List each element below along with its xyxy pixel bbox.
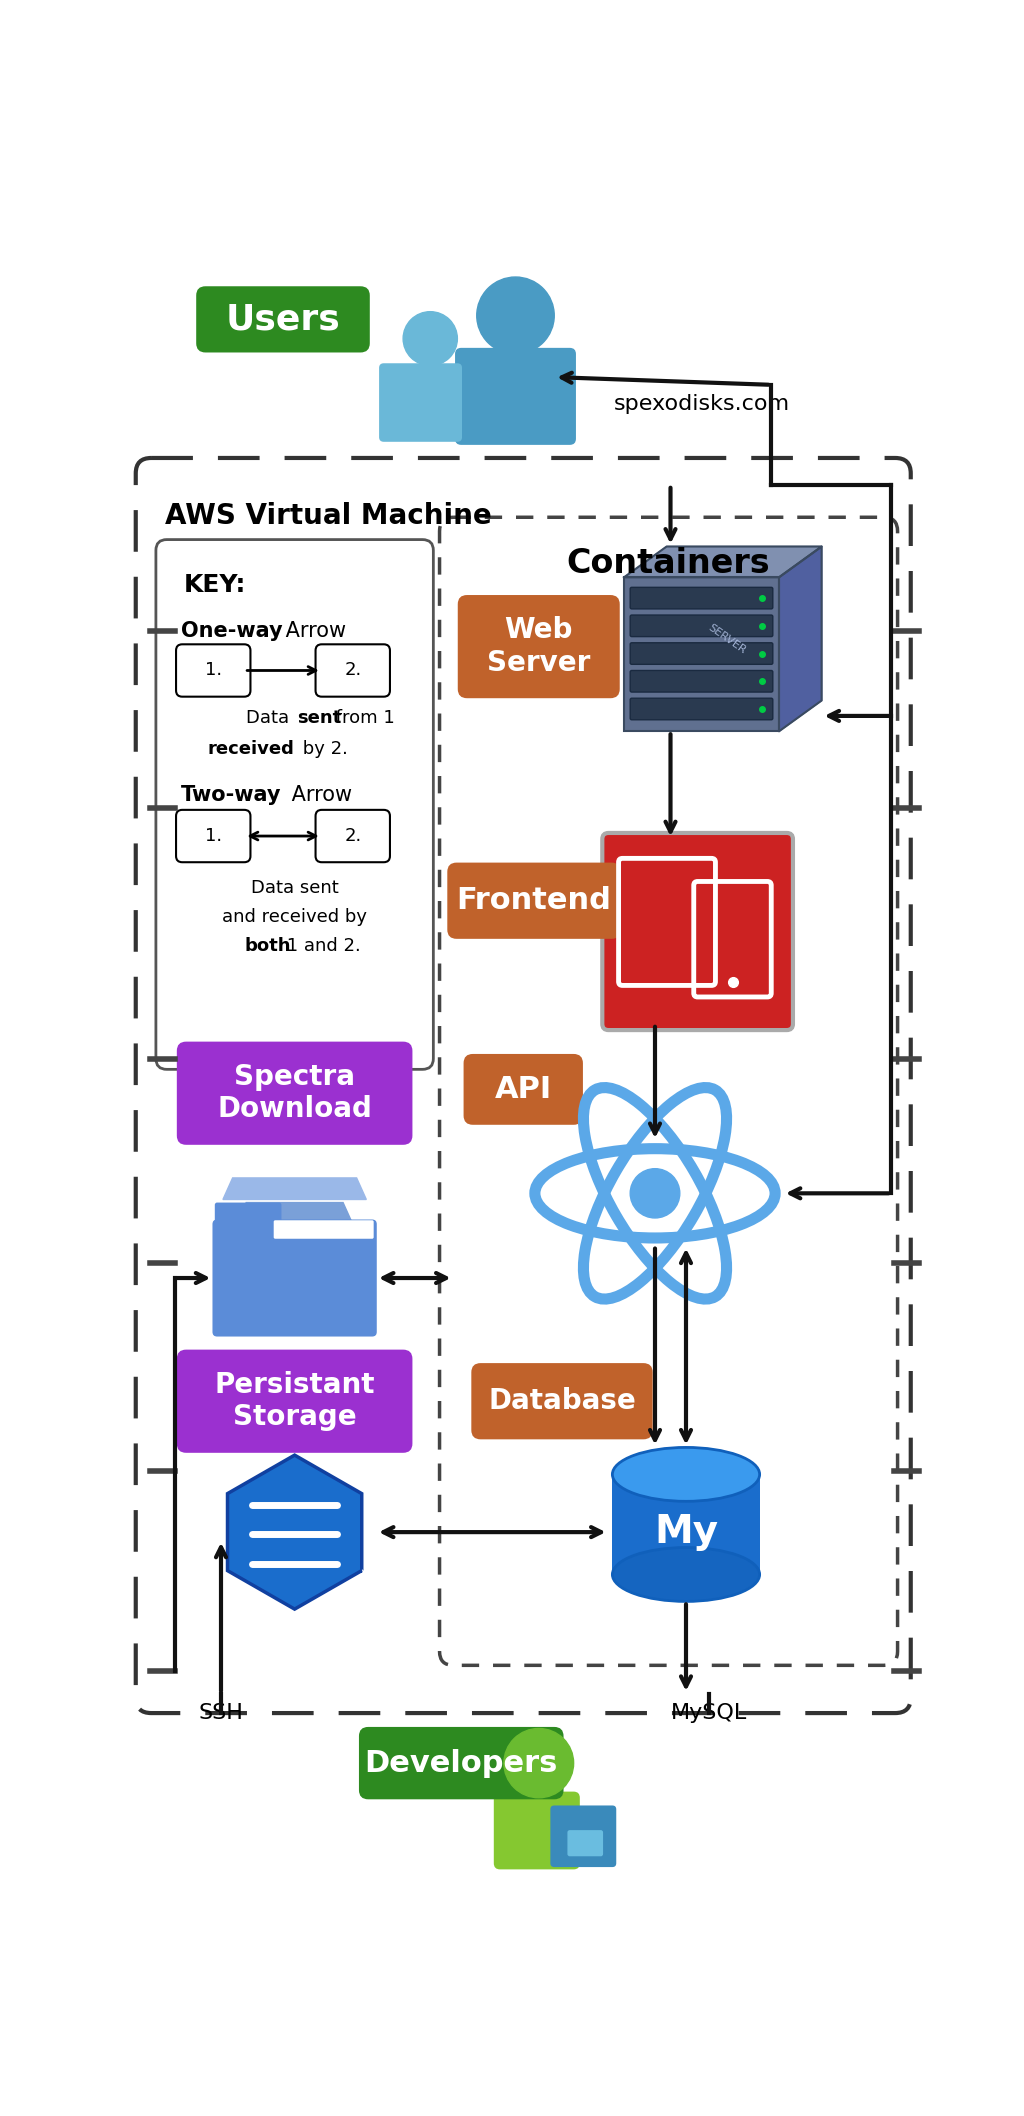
- Circle shape: [630, 1168, 680, 1219]
- Text: AWS Virtual Machine: AWS Virtual Machine: [165, 501, 492, 529]
- Text: 1.: 1.: [205, 827, 222, 844]
- FancyBboxPatch shape: [379, 364, 462, 442]
- FancyBboxPatch shape: [177, 1350, 413, 1454]
- FancyBboxPatch shape: [550, 1805, 616, 1866]
- Ellipse shape: [612, 1447, 760, 1502]
- Polygon shape: [237, 1202, 352, 1225]
- FancyBboxPatch shape: [197, 286, 370, 353]
- Ellipse shape: [612, 1547, 760, 1602]
- Text: Containers: Containers: [566, 546, 770, 580]
- FancyBboxPatch shape: [315, 643, 390, 696]
- Polygon shape: [223, 1179, 367, 1200]
- Text: Data sent: Data sent: [251, 878, 339, 897]
- Text: Two-way: Two-way: [180, 785, 282, 806]
- FancyBboxPatch shape: [567, 1830, 603, 1856]
- FancyBboxPatch shape: [359, 1727, 563, 1799]
- Bar: [612, 1475, 760, 1574]
- Text: Spectra
Download: Spectra Download: [217, 1062, 372, 1124]
- Circle shape: [477, 277, 554, 353]
- FancyBboxPatch shape: [471, 1363, 652, 1439]
- Text: both: both: [245, 937, 291, 954]
- FancyBboxPatch shape: [156, 540, 433, 1069]
- Text: Arrow: Arrow: [280, 622, 346, 641]
- Text: Developers: Developers: [365, 1748, 558, 1777]
- FancyBboxPatch shape: [630, 616, 773, 637]
- Text: spexodisks.com: spexodisks.com: [613, 394, 790, 415]
- FancyBboxPatch shape: [273, 1221, 374, 1238]
- Text: SERVER: SERVER: [706, 622, 748, 656]
- FancyBboxPatch shape: [136, 457, 910, 1714]
- Polygon shape: [227, 1456, 361, 1608]
- Text: Arrow: Arrow: [285, 785, 351, 806]
- FancyBboxPatch shape: [212, 1219, 377, 1337]
- FancyBboxPatch shape: [455, 347, 575, 444]
- Text: KEY:: KEY:: [183, 573, 246, 597]
- Circle shape: [403, 311, 458, 366]
- Polygon shape: [250, 1227, 339, 1248]
- Text: One-way: One-way: [180, 622, 283, 641]
- Text: Database: Database: [488, 1388, 636, 1416]
- FancyBboxPatch shape: [458, 595, 620, 698]
- Text: SSH: SSH: [199, 1703, 244, 1722]
- Text: 1 and 2.: 1 and 2.: [282, 937, 361, 954]
- FancyBboxPatch shape: [494, 1792, 580, 1868]
- Text: and received by: and received by: [222, 908, 368, 927]
- FancyBboxPatch shape: [176, 643, 251, 696]
- Text: Users: Users: [225, 303, 340, 336]
- Text: My: My: [654, 1513, 718, 1551]
- FancyBboxPatch shape: [464, 1054, 583, 1126]
- FancyBboxPatch shape: [439, 516, 898, 1665]
- FancyBboxPatch shape: [315, 810, 390, 861]
- Text: sent: sent: [297, 709, 341, 728]
- FancyBboxPatch shape: [630, 698, 773, 719]
- FancyBboxPatch shape: [177, 1041, 413, 1145]
- Text: Data: Data: [246, 709, 295, 728]
- Circle shape: [504, 1729, 573, 1799]
- Polygon shape: [624, 546, 821, 578]
- Text: by 2.: by 2.: [297, 741, 348, 758]
- Text: 2.: 2.: [344, 662, 361, 679]
- FancyBboxPatch shape: [624, 578, 779, 732]
- Text: received: received: [208, 741, 295, 758]
- FancyBboxPatch shape: [447, 863, 621, 940]
- FancyBboxPatch shape: [602, 834, 793, 1030]
- FancyBboxPatch shape: [630, 588, 773, 609]
- Text: 1.: 1.: [205, 662, 222, 679]
- Text: MySQL: MySQL: [671, 1703, 748, 1722]
- Text: from 1: from 1: [330, 709, 394, 728]
- Text: Persistant
Storage: Persistant Storage: [214, 1371, 375, 1430]
- FancyBboxPatch shape: [176, 810, 251, 861]
- FancyBboxPatch shape: [630, 643, 773, 664]
- FancyBboxPatch shape: [630, 671, 773, 692]
- Polygon shape: [779, 546, 821, 732]
- FancyBboxPatch shape: [215, 1202, 282, 1229]
- Text: Web
Server: Web Server: [487, 616, 591, 677]
- Text: API: API: [495, 1075, 552, 1105]
- Text: 2.: 2.: [344, 827, 361, 844]
- Text: Frontend: Frontend: [457, 887, 611, 916]
